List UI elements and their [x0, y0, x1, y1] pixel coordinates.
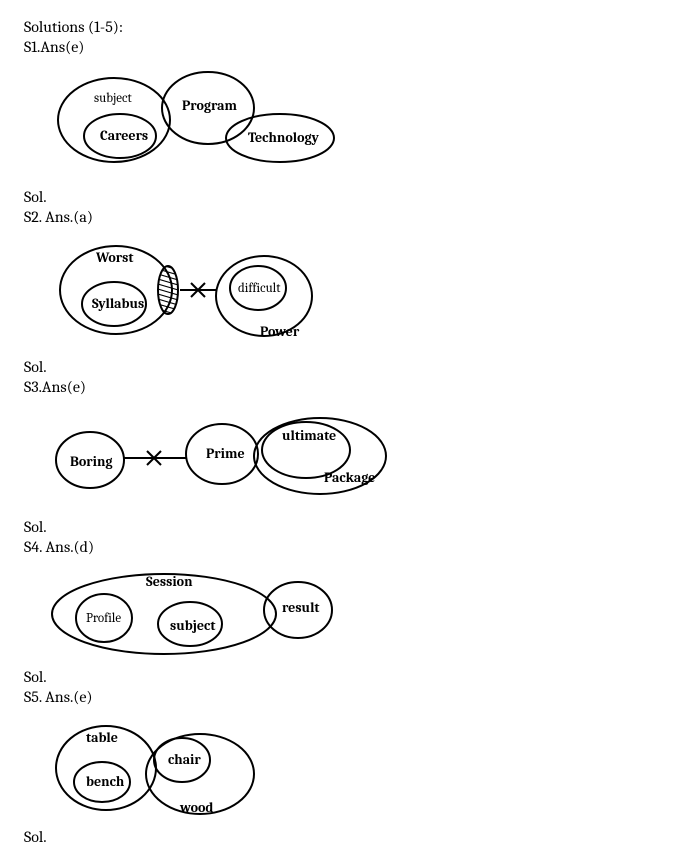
solution-answer: S4. Ans.(d): [24, 538, 654, 556]
venn-diagram: table bench chair wood: [24, 708, 344, 828]
venn-label: Syllabus: [92, 295, 144, 312]
solution-answer: S1.Ans(e): [24, 38, 654, 56]
venn-diagram: Boring Prime ultimate Package: [24, 398, 404, 518]
solution-answer: S3.Ans(e): [24, 378, 654, 396]
venn-label: bench: [86, 773, 125, 790]
venn-label: difficult: [238, 281, 281, 296]
solution-answer: S2. Ans.(a): [24, 208, 654, 226]
venn-label: Package: [324, 469, 375, 486]
venn-label: wood: [179, 799, 213, 816]
venn-label: subject: [94, 91, 132, 106]
venn-diagram: subject Careers Program Technology: [24, 58, 384, 188]
solution-marker: Sol.: [24, 828, 654, 846]
venn-label: ultimate: [282, 427, 336, 444]
solutions-container: S1.Ans(e) subject Careers Program Technology…: [24, 38, 654, 846]
venn-label: Boring: [70, 453, 113, 470]
venn-label: Program: [182, 97, 237, 114]
solution-marker: Sol.: [24, 358, 654, 376]
venn-label: Worst: [95, 249, 134, 266]
venn-label: Power: [260, 323, 300, 340]
venn-label: subject: [170, 617, 216, 634]
venn-diagram: Session Profile subject result: [24, 558, 384, 668]
venn-label: Prime: [206, 445, 245, 462]
venn-label: chair: [168, 751, 201, 768]
venn-label: Technology: [248, 129, 320, 146]
venn-label: Profile: [86, 611, 121, 626]
solution-answer: S5. Ans.(e): [24, 688, 654, 706]
solutions-header: Solutions (1-5):: [24, 18, 654, 36]
solution-marker: Sol.: [24, 188, 654, 206]
venn-label: Careers: [100, 127, 148, 144]
solution-marker: Sol.: [24, 518, 654, 536]
venn-diagram: Worst Syllabus difficult Power: [24, 228, 384, 358]
venn-label: table: [86, 729, 118, 746]
venn-label: Session: [146, 573, 193, 590]
solution-marker: Sol.: [24, 668, 654, 686]
venn-label: result: [282, 599, 320, 616]
